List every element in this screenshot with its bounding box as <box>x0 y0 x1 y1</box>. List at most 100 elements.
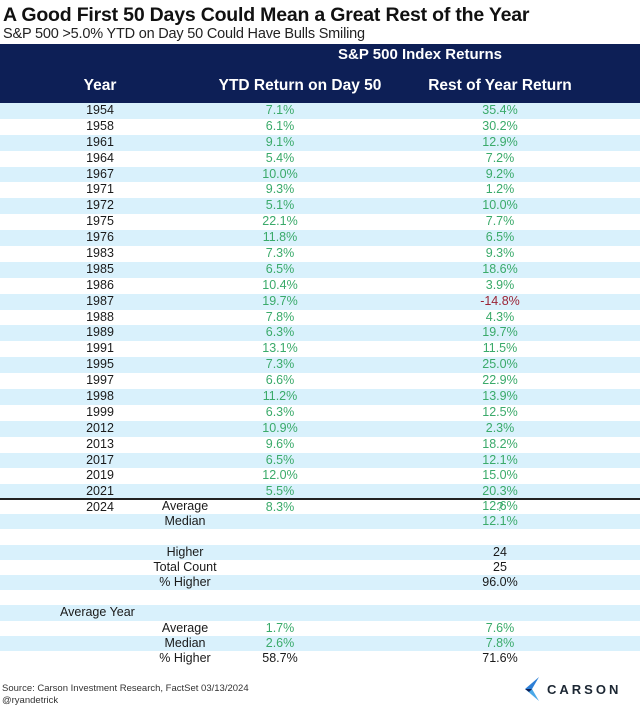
ytd-cell: 13.1% <box>262 341 298 356</box>
table-row: 1989 6.3% 19.7% <box>0 325 640 342</box>
table-body: 1954 7.1% 35.4% 1958 6.1% 30.2% 1961 9.1% 12.9% 1… <box>0 103 640 516</box>
year-cell: 1967 <box>86 166 114 181</box>
carson-chevron-icon <box>525 677 539 701</box>
table-row: 1971 9.3% 1.2% <box>0 182 640 198</box>
table-row: 1985 6.5% 18.6% <box>0 261 640 278</box>
roy-cell: 20.3% <box>482 484 518 499</box>
year-cell: 1995 <box>86 357 114 372</box>
ytd-cell: 6.1% <box>265 118 295 133</box>
ytd-cell: 6.5% <box>265 261 295 276</box>
ytd-cell: 10.4% <box>262 277 298 292</box>
ytd-cell: 8.3% <box>265 500 295 515</box>
table-row: 1997 6.6% 22.9% <box>0 373 640 389</box>
summary-label: Average <box>161 499 209 513</box>
column-header-year: Year <box>83 77 117 94</box>
ytd-cell: 11.2% <box>262 389 298 404</box>
roy-cell: 4.3% <box>485 309 515 324</box>
roy-cell: 12.9% <box>482 134 518 149</box>
ytd-cell: 10.0% <box>262 166 298 181</box>
year-cell: 1989 <box>86 325 114 340</box>
table-row: 1961 9.1% 12.9% <box>0 134 640 151</box>
ytd-cell: 6.6% <box>265 373 295 388</box>
ytd-cell: 19.7% <box>262 293 298 308</box>
table-row: 2017 6.5% 12.1% <box>0 452 640 469</box>
summary-row: Average 12.6% <box>0 499 640 514</box>
summary-roy: 7.8% <box>485 635 515 650</box>
summary-label: Median <box>164 514 206 529</box>
summary-row: Average 1.7% 7.6% <box>0 621 640 636</box>
ytd-cell: 7.1% <box>265 103 295 117</box>
year-cell: 1961 <box>86 134 114 149</box>
roy-cell: 12.1% <box>482 452 518 467</box>
summary-row: % Higher 96.0% <box>0 574 640 591</box>
year-cell: 1997 <box>86 373 114 388</box>
year-cell: 2019 <box>86 468 114 483</box>
roy-cell: 15.0% <box>482 468 518 483</box>
roy-cell: 22.9% <box>482 373 518 388</box>
ytd-cell: 5.5% <box>265 484 295 499</box>
ytd-cell: 11.8% <box>262 230 298 245</box>
summary-row: Median 2.6% 7.8% <box>0 635 640 651</box>
summary-roy: 7.6% <box>485 620 515 635</box>
table-divider <box>0 498 640 500</box>
year-cell: 1975 <box>86 214 114 229</box>
table-row: 1972 5.1% 10.0% <box>0 198 640 215</box>
ytd-cell: 9.6% <box>265 436 295 451</box>
year-cell: 1958 <box>86 118 114 133</box>
table-row: 1999 6.3% 12.5% <box>0 405 640 421</box>
summary-roy: 12.1% <box>482 514 518 529</box>
column-header-roy: Rest of Year Return <box>428 77 572 94</box>
year-cell: 1954 <box>86 103 114 117</box>
roy-cell: 2.3% <box>485 420 515 435</box>
table-row: 1954 7.1% 35.4% <box>0 103 640 119</box>
table-row: 1958 6.1% 30.2% <box>0 119 640 135</box>
roy-cell: 13.9% <box>482 389 518 404</box>
ytd-cell: 9.3% <box>265 182 295 197</box>
roy-cell: -14.8% <box>480 293 520 308</box>
year-cell: 1964 <box>86 150 114 165</box>
table-row: 2024 8.3%? <box>0 500 640 516</box>
summary-label: % Higher <box>159 650 211 665</box>
table-header: S&P 500 Index Returns Year YTD Return on… <box>0 44 640 103</box>
year-cell: 1976 <box>86 230 114 245</box>
summary-ytd: 2.6% <box>265 635 295 650</box>
ytd-cell: 22.1% <box>262 214 298 229</box>
table-row: 2021 5.5% 20.3% <box>0 484 640 501</box>
roy-cell: 9.3% <box>485 246 515 261</box>
ytd-cell: 7.8% <box>265 309 295 324</box>
summary-row: % Higher 58.7% 71.6% <box>0 651 640 666</box>
year-cell: 1991 <box>86 341 114 356</box>
summary-roy: 71.6% <box>482 650 518 665</box>
ytd-cell: 5.1% <box>265 198 295 213</box>
table-row: 1967 10.0% 9.2% <box>0 166 640 183</box>
roy-cell: 19.7% <box>482 325 518 340</box>
roy-cell: 12.5% <box>482 404 518 419</box>
group-header: S&P 500 Index Returns <box>338 46 502 63</box>
chart-subtitle: S&P 500 >5.0% YTD on Day 50 Could Have B… <box>3 26 365 42</box>
table-row: 1983 7.3% 9.3% <box>0 246 640 262</box>
roy-cell: 18.2% <box>482 436 518 451</box>
ytd-cell: 5.4% <box>265 150 295 165</box>
summary-row: Average Year <box>0 605 640 621</box>
author-handle: @ryandetrick <box>2 695 59 706</box>
year-cell: 1986 <box>86 277 114 292</box>
year-cell: 1988 <box>86 309 114 324</box>
roy-cell: 1.2% <box>485 182 515 197</box>
carson-logo: CARSON <box>523 677 638 703</box>
ytd-cell: 6.5% <box>265 452 295 467</box>
summary-roy: 12.6% <box>482 499 518 513</box>
roy-cell: 9.2% <box>485 166 515 181</box>
ytd-cell: 7.3% <box>265 357 295 372</box>
year-cell: 1998 <box>86 389 114 404</box>
summary-ytd: 1.7% <box>265 620 295 635</box>
ytd-cell: 6.3% <box>265 404 295 419</box>
year-cell: 2021 <box>86 484 114 499</box>
table-row: 1964 5.4% 7.2% <box>0 151 640 167</box>
year-cell: 1983 <box>86 246 114 261</box>
table-row: 2019 12.0% 15.0% <box>0 468 640 484</box>
table-row: 1998 11.2% 13.9% <box>0 389 640 405</box>
year-cell: 1987 <box>86 293 114 308</box>
summary-label: Higher <box>166 544 204 559</box>
column-header-ytd: YTD Return on Day 50 <box>218 77 382 94</box>
summary-label: Total Count <box>153 559 217 574</box>
